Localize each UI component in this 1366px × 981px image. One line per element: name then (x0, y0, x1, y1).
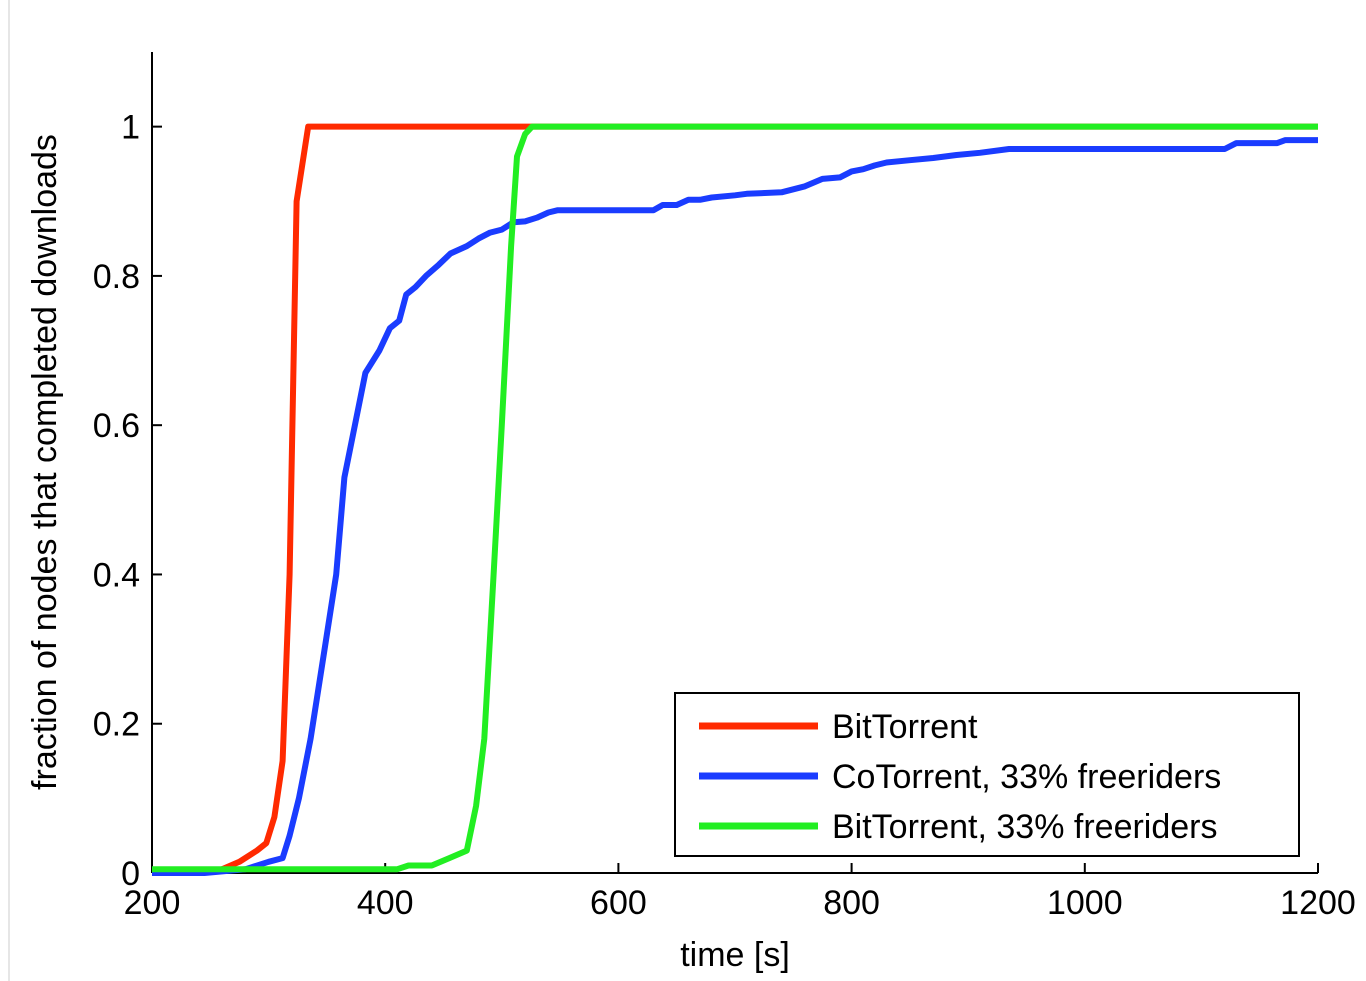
series-line-3 (152, 123, 1318, 873)
x-tick-label: 200 (124, 884, 181, 922)
x-tick-label: 600 (590, 884, 647, 922)
plot-area: 200 400 600 800 1000 1200 0 0.2 0.4 0.6 0.8 1 (93, 52, 1356, 922)
series-line-2 (152, 137, 1318, 876)
legend-label: BitTorrent, 33% freeriders (832, 808, 1218, 846)
y-tick-label: 1 (121, 109, 140, 147)
legend-label: CoTorrent, 33% freeriders (832, 758, 1221, 796)
y-ticks: 0 0.2 0.4 0.6 0.8 1 (93, 109, 162, 893)
legend: BitTorrent CoTorrent, 33% freeriders BitTo… (674, 692, 1300, 857)
series-lines (152, 123, 1318, 876)
x-tick-label: 1200 (1280, 884, 1356, 922)
x-tick-label: 400 (357, 884, 414, 922)
x-axis-title: time [s] (680, 936, 790, 974)
x-tick-label: 1000 (1047, 884, 1123, 922)
y-tick-label: 0 (121, 855, 140, 893)
y-axis-title: fraction of nodes that completed downloa… (26, 134, 64, 790)
legend-label: BitTorrent (832, 708, 978, 746)
y-tick-label: 0.4 (93, 556, 140, 594)
y-tick-label: 0.6 (93, 407, 140, 445)
x-tick-label: 800 (823, 884, 880, 922)
y-tick-label: 0.8 (93, 258, 140, 296)
x-ticks: 200 400 600 800 1000 1200 (124, 863, 1356, 922)
y-tick-label: 0.2 (93, 706, 140, 744)
